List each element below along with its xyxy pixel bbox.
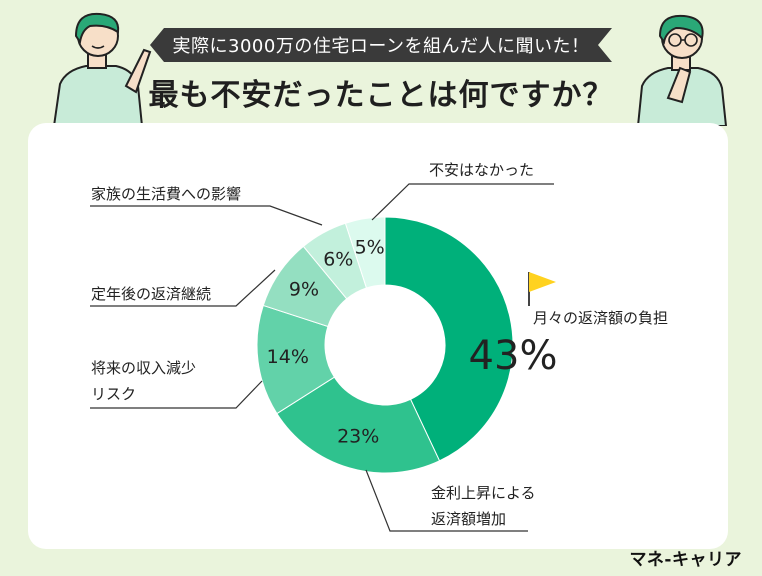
leader-line: [90, 269, 276, 307]
donut-slice: [344, 216, 386, 289]
slice-value-label: 23%: [337, 426, 379, 448]
category-label: リスク: [91, 385, 136, 403]
leader-line: [365, 469, 528, 532]
category-label: 月々の返済額の負担: [533, 309, 668, 327]
chart-headline: 最も不安だったことは何ですか？: [148, 78, 614, 113]
person-thinking-icon: [636, 14, 728, 126]
leader-line: [90, 205, 323, 226]
category-label: 定年後の返済継続: [91, 285, 211, 303]
slice-value-label: 14%: [267, 346, 309, 368]
category-label: 金利上昇による: [431, 484, 536, 502]
category-label: 家族の生活費への影響: [91, 185, 241, 203]
category-label: 返済額増加: [431, 510, 506, 528]
leader-line: [371, 183, 554, 221]
flag-icon: [528, 272, 556, 306]
category-label: 将来の収入減少: [91, 359, 196, 377]
slice-value-label: 5%: [355, 237, 385, 259]
leader-line: [90, 380, 263, 409]
category-label: 不安はなかった: [429, 161, 534, 179]
brand-logo: マネ-キャリア: [629, 550, 742, 570]
donut-slice: [384, 216, 514, 462]
title-banner: 実際に3000万の住宅ローンを組んだ人に聞いた！: [150, 28, 612, 62]
person-pointing-icon: [52, 12, 152, 126]
slice-value-label: 6%: [323, 248, 353, 270]
donut-slice: [276, 376, 441, 474]
chart-card: [28, 123, 728, 549]
banner-text: 実際に3000万の住宅ローンを組んだ人に聞いた！: [172, 36, 590, 57]
slice-value-label: 43%: [469, 333, 558, 379]
slice-value-label: 9%: [289, 278, 319, 300]
